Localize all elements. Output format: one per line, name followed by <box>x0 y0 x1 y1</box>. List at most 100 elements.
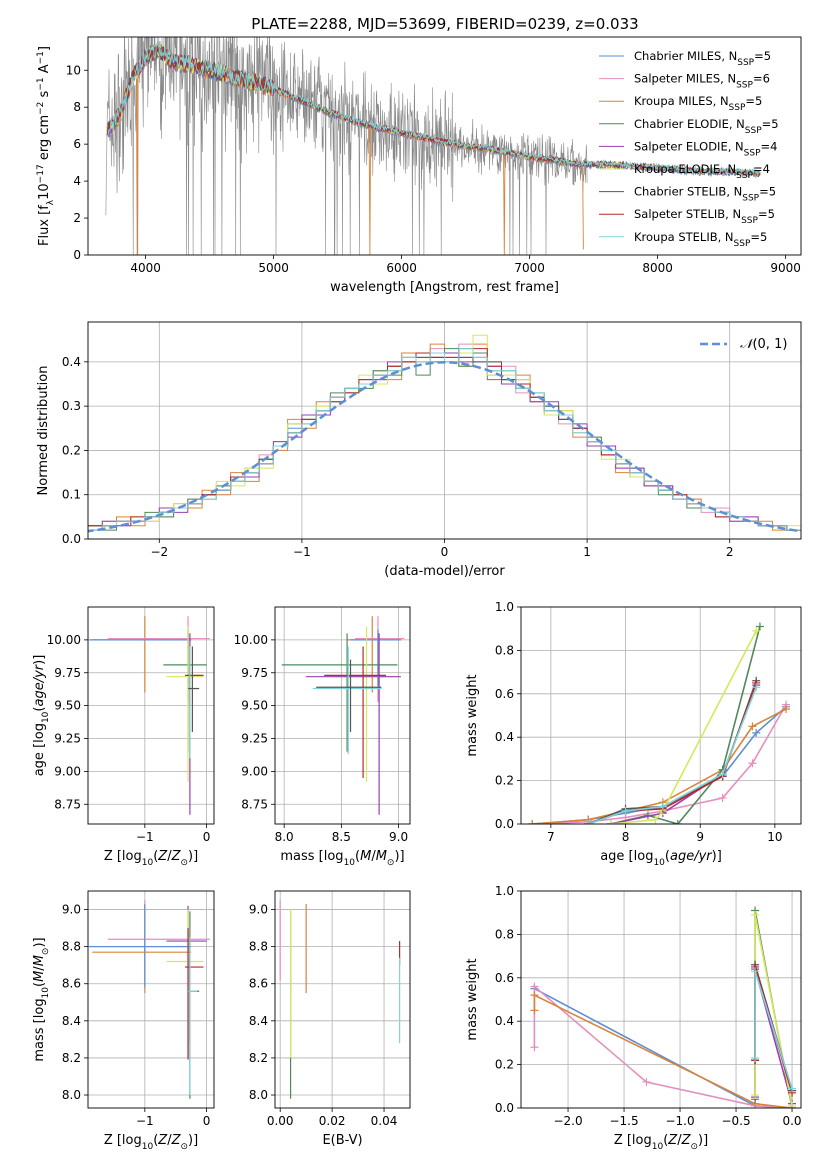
y-tick-label: 1.0 <box>495 884 514 898</box>
plus-marker <box>530 1043 539 1052</box>
legend-label: Chabrier ELODIE, NSSP=5 <box>634 117 779 136</box>
axes-frame <box>87 321 802 540</box>
mass-weight-line <box>754 914 793 1106</box>
plot-area <box>89 900 210 1099</box>
chart-residuals: −2 −1 0 1 2 0.0 0.1 0.2 0.3 0.4 𝒩(0, 1) (data-model… <box>36 321 802 579</box>
plus-marker <box>751 967 760 976</box>
y-tick-label: 4 <box>73 174 81 188</box>
histogram-step <box>88 348 801 531</box>
x-tick-label: 0.02 <box>319 1114 346 1128</box>
y-tick-label: 9.75 <box>54 666 81 680</box>
y-tick-label: 0.8 <box>495 643 514 657</box>
plus-marker <box>751 1054 760 1063</box>
x-tick-label: −1.5 <box>609 1114 638 1128</box>
y-tick-label: 0.3 <box>62 399 81 413</box>
x-tick-label: 0.00 <box>267 1114 294 1128</box>
y-tick-label: 10 <box>66 63 81 77</box>
axes-frame <box>274 606 411 825</box>
legend-label: Salpeter MILES, NSSP=6 <box>634 72 770 91</box>
axes-frame <box>274 890 411 1109</box>
x-axis-label: E(B-V) <box>322 1133 362 1148</box>
y-tick-label: 10.00 <box>47 633 81 647</box>
chart-massweight-vs-Z: −2.0 −1.5 −1.0 −0.5 0.0 0.0 0.2 0.4 0.6 0.8 1.0 Z [… <box>465 884 802 1152</box>
mass-weight-line <box>754 971 793 1089</box>
mass-weight-line <box>610 684 757 824</box>
y-axis-label: mass [log10(M/M⊙)] <box>32 937 51 1061</box>
y-tick-label: 0.1 <box>62 488 81 502</box>
y-tick-label: 8.8 <box>249 940 268 954</box>
plus-marker <box>788 1101 797 1108</box>
plus-marker <box>651 815 660 824</box>
y-tick-label: 0.6 <box>495 687 514 701</box>
y-axis-label: Normed distribution <box>36 366 51 496</box>
x-tick-label: −1.0 <box>665 1114 694 1128</box>
plus-marker <box>752 728 761 737</box>
plus-marker <box>755 622 764 631</box>
y-tick-label: 9.50 <box>241 699 268 713</box>
axes-frame <box>520 606 802 825</box>
x-tick-label: 0 <box>203 1114 211 1128</box>
x-tick-label: −1 <box>136 830 154 844</box>
y-tick-label: 0.6 <box>495 971 514 985</box>
y-tick-label: 0.2 <box>62 443 81 457</box>
plus-marker <box>748 722 757 731</box>
x-tick-label: 8.5 <box>332 830 351 844</box>
plus-marker <box>584 820 593 824</box>
y-tick-label: 6 <box>73 137 81 151</box>
y-tick-label: 0.4 <box>495 1014 514 1028</box>
plus-marker <box>748 759 757 768</box>
y-tick-label: 0.0 <box>62 532 81 546</box>
plus-marker <box>782 704 791 713</box>
y-tick-label: 8.8 <box>62 940 81 954</box>
axes-frame <box>87 890 215 1109</box>
y-tick-label: 0.0 <box>495 1101 514 1115</box>
x-tick-label: 5000 <box>258 261 289 275</box>
y-tick-label: 9.25 <box>241 732 268 746</box>
axes-frame <box>87 36 802 256</box>
y-axis-label: age [log10(age/yr)] <box>32 655 51 777</box>
plus-marker <box>751 910 760 919</box>
plot-area <box>279 900 401 1099</box>
axes-frame <box>87 606 215 825</box>
y-tick-label: 0 <box>73 248 81 262</box>
x-axis-label: wavelength [Angstrom, rest frame] <box>330 280 559 295</box>
chart-spectrum: 4000 5000 6000 7000 8000 9000 0 2 4 6 8 10 Chabrier … <box>36 36 802 295</box>
legend-label: Kroupa ELODIE, NSSP=4 <box>634 162 770 181</box>
x-tick-label: 0 <box>203 830 211 844</box>
y-tick-label: 0.4 <box>62 355 81 369</box>
x-tick-label: −2.0 <box>553 1114 582 1128</box>
x-tick-label: 10 <box>767 830 782 844</box>
y-tick-label: 0.2 <box>495 1058 514 1072</box>
x-axis-label: mass [log10(M/M⊙)] <box>280 849 404 868</box>
legend-label: Chabrier MILES, NSSP=5 <box>634 49 771 68</box>
observed-spectrum <box>105 37 588 255</box>
y-tick-label: 0.2 <box>495 774 514 788</box>
chart-age-vs-Z: −1 0 8.75 9.00 9.25 9.50 9.75 10.00 Z [log10(Z/Z… <box>32 606 215 868</box>
legend-label: Chabrier STELIB, NSSP=5 <box>634 185 776 204</box>
plus-marker <box>752 626 761 635</box>
x-tick-label: −1 <box>293 545 311 559</box>
legend-label: Salpeter STELIB, NSSP=5 <box>634 207 775 226</box>
model-spectrum <box>106 45 761 177</box>
x-tick-label: 7 <box>547 830 555 844</box>
mass-weight-line <box>610 630 757 824</box>
x-tick-label: 9.0 <box>389 830 408 844</box>
x-tick-label: 0.0 <box>782 1114 801 1128</box>
x-tick-label: 7000 <box>514 261 545 275</box>
x-tick-label: 2 <box>726 545 734 559</box>
y-tick-label: 8.4 <box>249 1014 268 1028</box>
x-tick-label: −0.5 <box>721 1114 750 1128</box>
charts-layer: 4000 5000 6000 7000 8000 90000246810Chabrier … <box>32 36 802 1152</box>
y-tick-label: 0.0 <box>495 817 514 831</box>
normal-curve <box>88 361 801 533</box>
chart-age-vs-mass: 8.0 8.5 9.0 8.75 9.00 9.25 9.50 9.75 10.00 mass [… <box>234 606 411 868</box>
x-tick-label: 8.0 <box>275 830 294 844</box>
x-tick-label: 0 <box>441 545 449 559</box>
y-tick-label: 2 <box>73 211 81 225</box>
plus-marker <box>673 820 682 824</box>
plot-area <box>89 616 210 815</box>
x-tick-label: 9000 <box>770 261 801 275</box>
y-tick-label: 8.0 <box>249 1088 268 1102</box>
plot-area <box>528 622 791 824</box>
